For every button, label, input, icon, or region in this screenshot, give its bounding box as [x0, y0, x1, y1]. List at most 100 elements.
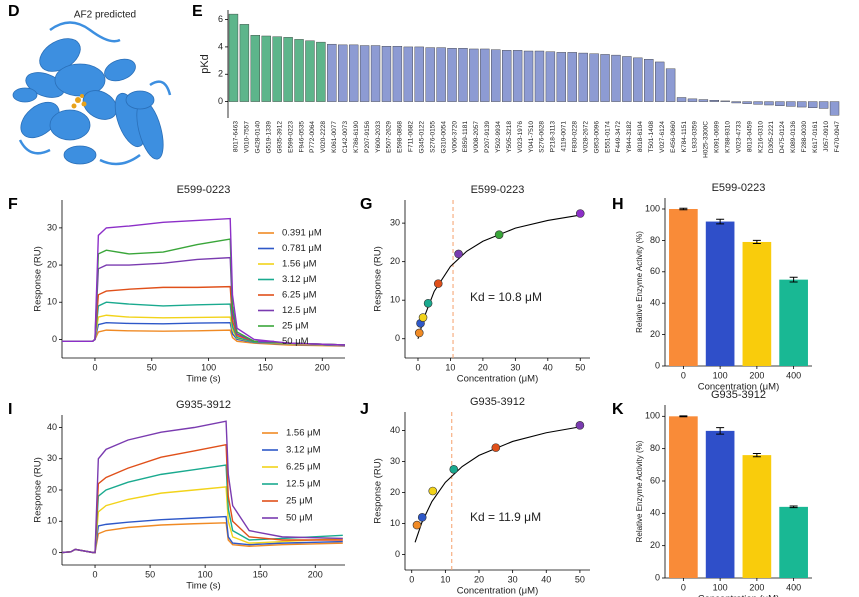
y-tick-label: 20	[390, 487, 400, 497]
y-tick-label: 6	[218, 14, 223, 24]
bar	[731, 101, 741, 104]
x-tick-label: Y844-3182	[626, 121, 633, 153]
bar	[414, 46, 424, 102]
data-point	[449, 465, 459, 474]
x-tick-label: E598-0868	[397, 121, 404, 153]
x-tick-label: 0	[681, 582, 686, 592]
legend-label: 3.12 μM	[282, 274, 317, 285]
data-point	[412, 520, 422, 530]
x-axis-label: Time (s)	[186, 581, 220, 592]
bar	[348, 44, 359, 102]
bar	[676, 97, 687, 102]
x-tick-label: 200	[315, 362, 330, 372]
data-point	[433, 279, 443, 288]
y-tick-label: 0	[395, 549, 400, 559]
y-axis-label: Response (RU)	[373, 246, 384, 311]
x-tick-label: V027-6124	[659, 121, 666, 153]
bar	[669, 416, 698, 578]
legend-label: 3.12 μM	[286, 445, 321, 456]
data-point	[491, 443, 501, 452]
series-line	[62, 256, 346, 346]
annotation: Kd = 10.8 μM	[470, 290, 542, 304]
x-tick-label: G953-0096	[593, 121, 600, 154]
legend-label: 25 μM	[286, 496, 313, 507]
data-point	[423, 298, 433, 308]
panel-letter: I	[8, 401, 12, 418]
x-tick-label: G935-3912	[276, 121, 283, 154]
x-tick-label: 200	[308, 569, 323, 579]
error-bar	[716, 427, 725, 435]
legend-label: 50 μM	[282, 336, 309, 347]
x-tick-label: 0	[92, 362, 97, 372]
chart-title: E599-0223	[177, 184, 231, 196]
legend-label: 1.56 μM	[282, 259, 317, 270]
x-tick-label: K617-0161	[812, 121, 819, 153]
x-tick-label: 10	[440, 574, 450, 584]
bar	[644, 59, 654, 102]
x-tick-label: K786-6190	[353, 121, 360, 153]
x-tick-label: 10	[445, 362, 455, 372]
x-tick-label: F711-0682	[408, 121, 415, 152]
legend-label: 50 μM	[286, 513, 313, 524]
y-tick-label: 0	[52, 547, 57, 557]
x-tick-label: 100	[713, 582, 728, 592]
x-tick-label: 8013-0459	[746, 121, 753, 152]
x-tick-label: E599-0223	[287, 121, 294, 153]
bar	[403, 46, 414, 102]
x-tick-label: V020-2228	[320, 121, 327, 153]
x-tick-label: 100	[713, 370, 728, 380]
x-tick-label: S276-0628	[539, 121, 546, 153]
bar	[283, 37, 293, 102]
x-tick-label: F449-3472	[615, 121, 622, 153]
y-tick-label: 10	[390, 518, 400, 528]
x-tick-label: C142-0073	[342, 121, 349, 154]
x-tick-label: 0	[681, 370, 686, 380]
x-tick-label: G428-0140	[255, 121, 262, 154]
bar	[545, 51, 556, 102]
y-tick-label: 30	[47, 222, 57, 232]
x-tick-label: K216-0310	[757, 121, 764, 153]
bar	[239, 24, 250, 102]
y-tick-label: 100	[645, 203, 660, 213]
x-tick-label: D475-0124	[779, 121, 786, 154]
bar	[392, 46, 403, 102]
bar	[316, 41, 326, 102]
bar	[818, 101, 829, 109]
x-tick-label: V023-1976	[517, 121, 524, 153]
x-tick-label: H025-3300C	[703, 121, 710, 158]
x-tick-label: 200	[749, 370, 764, 380]
bar	[742, 101, 752, 104]
y-tick-label: 0	[395, 333, 400, 343]
bar	[512, 50, 523, 102]
data-point	[417, 513, 427, 522]
x-tick-label: J057-0910	[823, 121, 830, 152]
y-axis-label: Response (RU)	[33, 246, 44, 311]
bar	[622, 56, 632, 102]
panel-letter: F	[8, 196, 18, 213]
x-tick-label: K784-1151	[681, 121, 688, 153]
y-tick-label: 20	[390, 256, 400, 266]
y-tick-label: 2	[218, 69, 223, 79]
y-tick-label: 10	[390, 295, 400, 305]
x-tick-label: 150	[253, 569, 268, 579]
bar	[523, 50, 534, 102]
panel-letter: D	[8, 3, 20, 20]
panel-letter: J	[360, 401, 369, 418]
fit-curve	[417, 214, 581, 339]
y-tick-label: 0	[218, 96, 223, 106]
y-tick-label: 0	[655, 572, 660, 582]
bar	[381, 46, 392, 102]
bar	[705, 221, 735, 366]
bar	[534, 50, 545, 102]
data-point	[575, 421, 585, 430]
data-point	[418, 313, 428, 322]
legend-label: 12.5 μM	[286, 479, 321, 490]
x-tick-label: F830-0228	[571, 121, 578, 153]
y-tick-label: 20	[650, 540, 660, 550]
panel-letter: K	[612, 401, 624, 418]
data-point	[414, 328, 424, 338]
x-tick-label: D305-2221	[768, 121, 775, 154]
bar	[633, 57, 643, 102]
bar	[436, 47, 446, 102]
